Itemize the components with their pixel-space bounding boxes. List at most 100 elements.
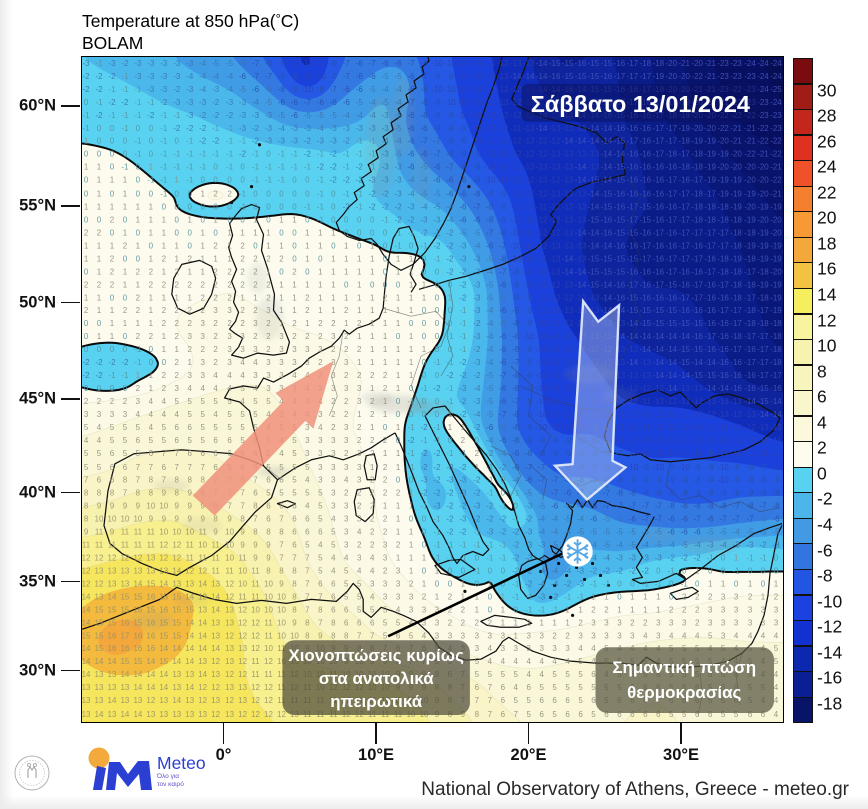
svg-text:-16: -16 (653, 216, 665, 225)
svg-text:10: 10 (159, 502, 168, 511)
svg-text:5: 5 (253, 410, 258, 419)
svg-text:-15: -15 (575, 72, 587, 81)
svg-text:-3: -3 (291, 124, 299, 133)
svg-text:3: 3 (331, 463, 336, 472)
svg-text:0: 0 (422, 410, 427, 419)
svg-text:-8: -8 (512, 306, 520, 315)
svg-text:-1: -1 (160, 163, 168, 172)
svg-text:5: 5 (331, 541, 336, 550)
svg-text:5: 5 (292, 449, 297, 458)
svg-text:-10: -10 (536, 358, 548, 367)
svg-text:-16: -16 (744, 371, 756, 380)
svg-text:-12: -12 (601, 410, 613, 419)
svg-text:0: 0 (213, 176, 218, 185)
svg-text:4: 4 (149, 397, 154, 406)
svg-text:-9: -9 (707, 449, 715, 458)
svg-text:2: 2 (253, 254, 258, 263)
svg-text:-15: -15 (678, 358, 690, 367)
svg-text:2: 2 (213, 332, 218, 341)
svg-text:0: 0 (110, 293, 115, 302)
svg-text:12: 12 (82, 553, 91, 562)
svg-text:-7: -7 (720, 515, 728, 524)
svg-text:5: 5 (514, 696, 519, 705)
svg-text:-5: -5 (317, 111, 325, 120)
svg-text:1: 1 (475, 605, 480, 614)
svg-text:15: 15 (120, 592, 129, 601)
svg-text:-16: -16 (744, 384, 756, 393)
svg-text:11: 11 (264, 618, 273, 627)
svg-text:-16: -16 (614, 190, 626, 199)
svg-text:-2: -2 (173, 124, 181, 133)
svg-text:2: 2 (162, 384, 167, 393)
svg-text:-9: -9 (525, 358, 533, 367)
svg-text:-5: -5 (759, 528, 767, 537)
svg-text:15: 15 (172, 631, 181, 640)
svg-text:-18: -18 (730, 293, 742, 302)
svg-text:3: 3 (200, 371, 205, 380)
svg-text:-14: -14 (653, 345, 665, 354)
svg-text:-1: -1 (226, 150, 234, 159)
svg-text:6: 6 (253, 489, 258, 498)
svg-text:-8: -8 (525, 384, 533, 393)
svg-text:0: 0 (383, 228, 388, 237)
svg-text:2: 2 (136, 384, 141, 393)
svg-text:1: 1 (383, 358, 388, 367)
svg-text:-9: -9 (433, 72, 441, 81)
svg-text:5: 5 (488, 670, 493, 679)
svg-text:-9: -9 (525, 306, 533, 315)
svg-text:6: 6 (501, 710, 506, 719)
svg-text:-20: -20 (717, 137, 729, 146)
svg-text:13: 13 (172, 670, 181, 679)
svg-text:-13: -13 (562, 163, 574, 172)
svg-text:0: 0 (110, 163, 115, 172)
svg-text:0: 0 (266, 203, 271, 212)
svg-text:9: 9 (200, 502, 205, 511)
svg-text:-6: -6 (668, 515, 676, 524)
svg-text:3: 3 (344, 502, 349, 511)
svg-text:-18: -18 (770, 332, 782, 341)
svg-text:-21: -21 (730, 137, 742, 146)
svg-text:12: 12 (198, 683, 207, 692)
svg-text:-1: -1 (147, 98, 155, 107)
svg-text:-2: -2 (330, 150, 338, 159)
svg-text:-1: -1 (134, 85, 142, 94)
svg-text:-3: -3 (291, 137, 299, 146)
svg-text:10: 10 (108, 515, 117, 524)
svg-text:-13: -13 (614, 358, 626, 367)
svg-text:2: 2 (292, 267, 297, 276)
svg-text:7: 7 (136, 463, 141, 472)
svg-text:-9: -9 (603, 436, 611, 445)
svg-text:-9: -9 (564, 436, 572, 445)
svg-text:-3: -3 (369, 124, 377, 133)
svg-text:-12: -12 (484, 111, 496, 120)
svg-text:-1: -1 (369, 137, 377, 146)
svg-text:-6: -6 (459, 203, 467, 212)
svg-text:0: 0 (501, 566, 506, 575)
svg-text:-1: -1 (186, 150, 194, 159)
svg-text:2: 2 (344, 332, 349, 341)
svg-text:-12: -12 (510, 137, 522, 146)
svg-text:0: 0 (669, 592, 674, 601)
svg-text:-13: -13 (575, 190, 587, 199)
svg-text:6: 6 (552, 696, 557, 705)
svg-text:2: 2 (475, 449, 480, 458)
svg-text:1: 1 (357, 410, 362, 419)
svg-text:2: 2 (84, 280, 89, 289)
svg-text:8: 8 (266, 566, 271, 575)
svg-text:-2: -2 (459, 502, 467, 511)
svg-text:13: 13 (225, 657, 234, 666)
svg-text:-16: -16 (627, 176, 639, 185)
svg-text:2: 2 (175, 306, 180, 315)
svg-text:0: 0 (84, 332, 89, 341)
svg-text:0: 0 (200, 216, 205, 225)
svg-text:13: 13 (108, 670, 117, 679)
svg-text:-8: -8 (525, 436, 533, 445)
svg-text:7: 7 (175, 449, 180, 458)
svg-text:1: 1 (279, 241, 284, 250)
svg-text:14: 14 (82, 592, 91, 601)
svg-text:9: 9 (292, 618, 297, 627)
svg-text:-8: -8 (512, 436, 520, 445)
svg-text:0: 0 (175, 137, 180, 146)
svg-text:-2: -2 (486, 502, 494, 511)
svg-text:1: 1 (136, 216, 141, 225)
